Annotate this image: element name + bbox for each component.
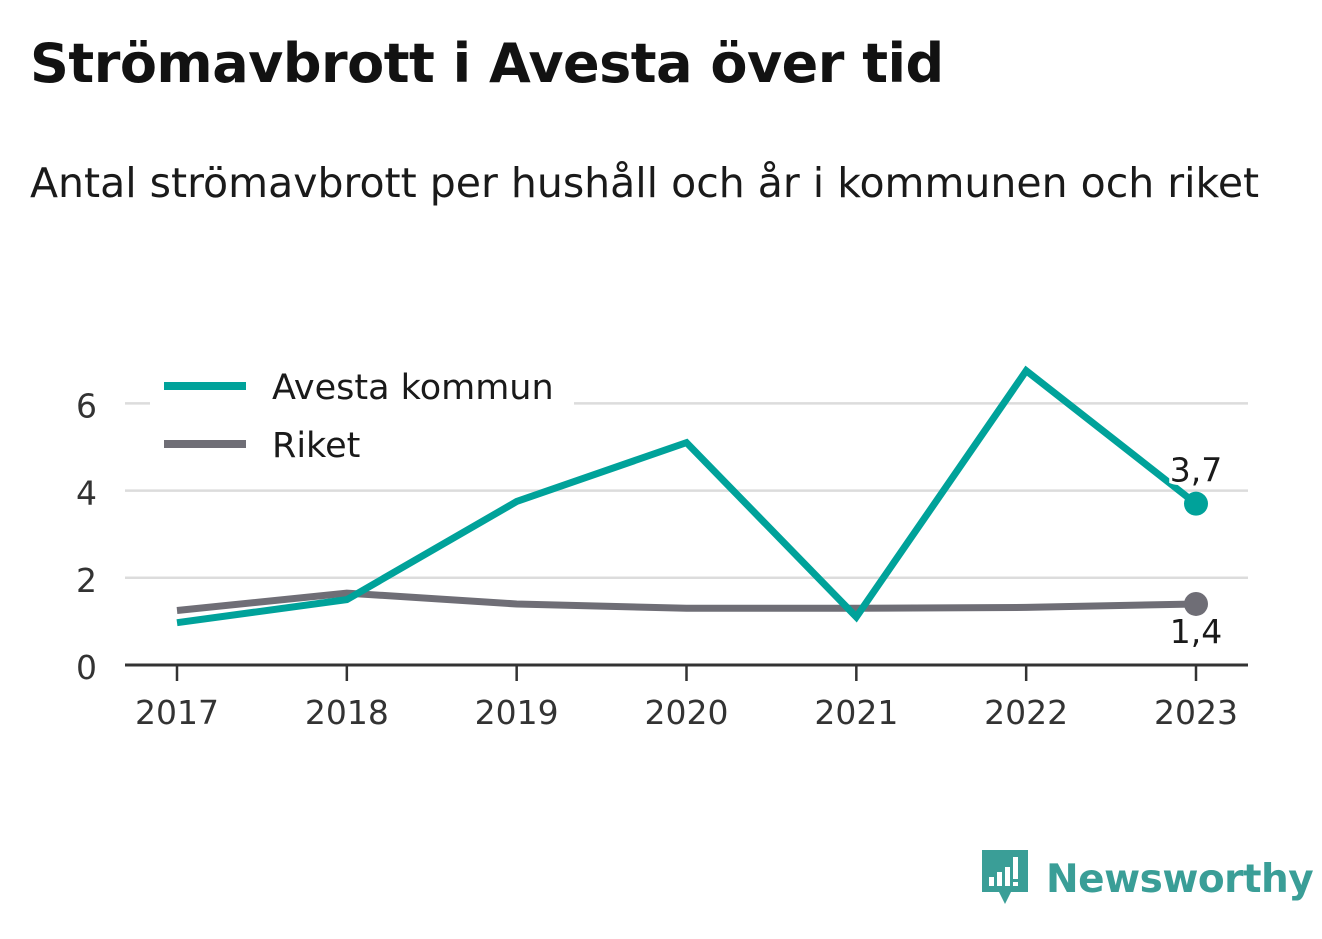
chart-subtitle: Antal strömavbrott per hushåll och år i … — [30, 159, 1260, 207]
axes: 0 2 4 6 2017 2018 2019 2020 2021 2022 2023 — [76, 386, 1248, 732]
y-tick-label: 0 — [76, 648, 97, 687]
y-tick-label: 4 — [76, 474, 97, 513]
newsworthy-logo-text: Newsworthy — [1046, 856, 1314, 902]
y-tick-label: 2 — [76, 561, 97, 600]
end-value-label: 3,7 — [1170, 451, 1222, 490]
legend-label: Avesta kommun — [272, 368, 554, 408]
x-tick-label: 2018 — [305, 693, 389, 732]
end-point-avesta — [1184, 491, 1208, 516]
series-lines — [176, 365, 1208, 627]
y-tick-label: 6 — [76, 386, 97, 425]
x-tick-label: 2021 — [814, 693, 898, 732]
newsworthy-logo: Newsworthy — [980, 848, 1314, 910]
series-line-riket — [176, 589, 1197, 614]
legend: Avesta kommun Riket — [150, 362, 574, 472]
legend-background — [150, 362, 574, 472]
x-tick-label: 2022 — [984, 693, 1068, 732]
x-tick-label: 2023 — [1154, 693, 1238, 732]
x-tick-label: 2017 — [135, 693, 219, 732]
x-tick-label: 2020 — [645, 693, 729, 732]
end-value-label: 1,4 — [1170, 612, 1222, 651]
data-labels: 3,7 1,4 — [1167, 448, 1225, 654]
x-tick-label: 2019 — [475, 693, 559, 732]
legend-label: Riket — [272, 426, 360, 466]
newsworthy-logo-icon — [982, 850, 1028, 904]
end-point-riket — [1184, 591, 1208, 616]
chart-title: Strömavbrott i Avesta över tid — [30, 32, 944, 95]
series-line-avesta — [176, 365, 1199, 627]
